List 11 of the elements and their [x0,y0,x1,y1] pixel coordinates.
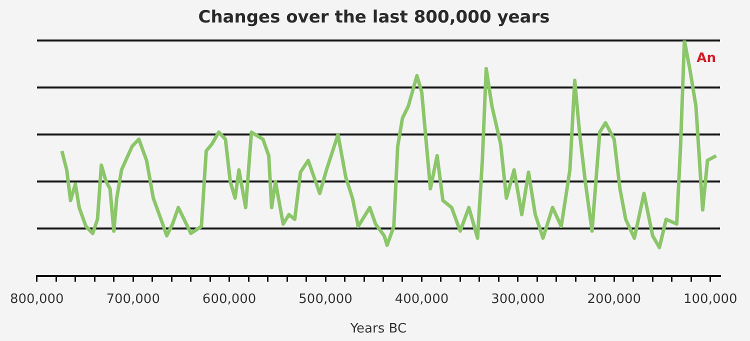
x-tick-label: 700,000 [106,292,160,307]
x-axis-title: Years BC [349,322,407,337]
x-tick-label: 500,000 [298,292,352,307]
x-tick-label: 400,000 [394,292,449,307]
chart-title: Changes over the last 800,000 years [198,8,550,28]
x-tick-label: 300,000 [491,292,545,307]
x-tick-label: 600,000 [202,292,256,307]
x-tick-label: 800,000 [10,292,64,307]
x-tick-label: 100,000 [683,292,738,307]
x-tick-label: 200,000 [587,292,642,307]
annotation: An [696,50,716,66]
